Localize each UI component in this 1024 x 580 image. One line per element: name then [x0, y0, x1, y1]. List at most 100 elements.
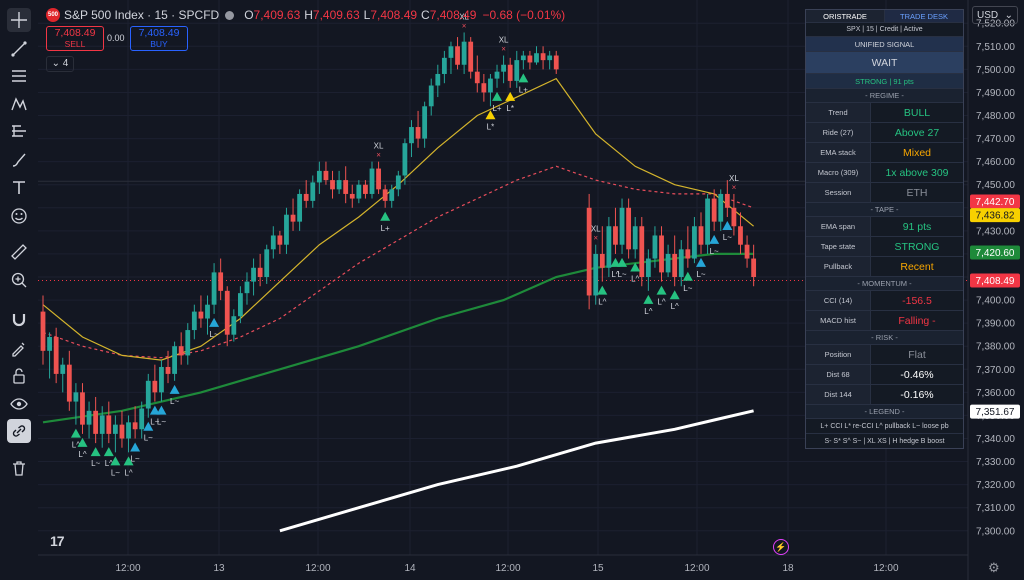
signal-label: L^: [631, 275, 639, 284]
trash-icon[interactable]: [7, 456, 31, 480]
symbol-title[interactable]: S&P 500 Index · 15 · SPCFD: [64, 8, 220, 22]
spread-value: 0.00: [107, 33, 125, 43]
metric-value: -156.5: [902, 294, 932, 307]
signal-triangle-marker: [90, 447, 101, 457]
candle-body: [389, 189, 395, 201]
price-tag-label: 7,408.49: [976, 276, 1015, 287]
signal-triangle-marker: [110, 456, 121, 466]
candle-body: [705, 198, 710, 245]
eye-icon[interactable]: [7, 392, 31, 416]
tab-oristrade[interactable]: ORISTRADE: [806, 10, 885, 22]
panel-section-header: - REGIME -: [806, 88, 963, 102]
metric-label: EMA stack: [806, 143, 871, 162]
panel-section-header: - TAPE -: [806, 202, 963, 216]
candle-body: [507, 64, 513, 81]
candle-body: [47, 336, 52, 351]
y-tick-label: 7,430.00: [976, 226, 1015, 237]
candle-body: [224, 290, 230, 335]
candle-body: [461, 41, 467, 65]
open-value: 7,409.63: [253, 8, 301, 22]
signal-triangle-marker: [505, 91, 516, 101]
measure-lines-icon[interactable]: [7, 120, 31, 144]
metric-value: ETH: [906, 186, 928, 199]
signal-triangle-marker: [617, 257, 628, 267]
candle-body: [698, 226, 704, 245]
candle-body: [349, 193, 355, 199]
ruler-icon[interactable]: [7, 240, 31, 264]
signal-value: WAIT: [806, 52, 963, 73]
fib-icon[interactable]: [7, 64, 31, 88]
metric-label: Macro (309): [806, 163, 871, 182]
candle-body: [685, 249, 691, 259]
candle-body: [53, 336, 59, 374]
gear-icon[interactable]: ⚙: [988, 560, 1000, 575]
metric-label: Dist 144: [806, 385, 871, 404]
panel-metric-row: Macro (309) 1x above 309: [806, 162, 963, 182]
panel-section-header: - MOMENTUM -: [806, 276, 963, 290]
metric-value: 91 pts: [902, 220, 932, 233]
brush-icon[interactable]: [7, 148, 31, 172]
link-icon[interactable]: [7, 419, 31, 443]
candle-body: [619, 207, 625, 245]
tab-trade-desk[interactable]: TRADE DESK: [885, 10, 963, 22]
y-tick-label: 7,480.00: [976, 111, 1015, 122]
buy-button[interactable]: 7,408.49 BUY: [130, 26, 188, 51]
price-tag: [970, 245, 1020, 260]
panel-metric-row: Position Flat: [806, 344, 963, 364]
candle-body: [66, 364, 72, 402]
candle-body: [297, 193, 303, 222]
pattern-icon[interactable]: [7, 92, 31, 116]
signal-label: L^: [124, 468, 132, 477]
exit-long-label: XL: [729, 174, 739, 183]
signal-triangle-marker: [518, 73, 529, 83]
signal-label: L~: [617, 270, 626, 279]
sell-button[interactable]: 7,408.49 SELL: [46, 26, 104, 51]
indicators-toggle[interactable]: ⌄ 4: [46, 56, 74, 72]
signal-strength: STRONG | 91 pts: [806, 74, 963, 88]
candle-body: [428, 85, 434, 107]
panel-metric-row: MACD hist Falling -: [806, 310, 963, 330]
change-value: −0.68 (−0.01%): [482, 8, 566, 22]
signal-triangle-marker: [169, 384, 180, 394]
candle-body: [382, 189, 388, 201]
trend-line-icon[interactable]: [7, 37, 31, 61]
signal-title-row: UNIFIED SIGNAL: [806, 36, 963, 51]
metric-label: Position: [806, 345, 871, 364]
candle-body: [718, 193, 724, 222]
candle-body: [356, 184, 362, 199]
lock-draw-icon[interactable]: [7, 336, 31, 360]
emoji-icon[interactable]: [7, 204, 31, 228]
candle-body: [645, 258, 651, 277]
candle-body: [330, 180, 335, 190]
panel-metric-row: Pullback Recent: [806, 256, 963, 276]
metric-label: CCI (14): [806, 291, 871, 310]
candle-body: [106, 415, 112, 434]
candle-body: [744, 244, 750, 259]
metric-label: Pullback: [806, 257, 871, 276]
candle-body: [692, 226, 697, 259]
panel-tabs: ORISTRADE TRADE DESK: [806, 10, 963, 22]
crosshair-icon[interactable]: [7, 8, 31, 32]
y-tick-label: 7,380.00: [976, 342, 1015, 353]
lock-icon[interactable]: [7, 364, 31, 388]
signal-triangle-marker: [656, 285, 667, 295]
candle-body: [724, 193, 730, 208]
tradingview-logo-icon[interactable]: 17: [50, 533, 65, 549]
zoom-icon[interactable]: [7, 268, 31, 292]
signal-label: L*: [506, 104, 514, 113]
bolt-icon[interactable]: ⚡: [773, 539, 789, 555]
text-icon[interactable]: [7, 176, 31, 200]
metric-value: BULL: [903, 106, 931, 119]
candle-body: [639, 226, 645, 277]
magnet-icon[interactable]: [7, 308, 31, 332]
candle-body: [481, 83, 487, 93]
price-tag-label: 7,436.82: [976, 211, 1015, 222]
candle-body: [665, 253, 671, 273]
signal-label: L^: [611, 270, 619, 279]
buy-price: 7,408.49: [138, 27, 180, 39]
candle-body: [369, 168, 375, 194]
x-tick-label: 13: [213, 563, 225, 574]
currency-select[interactable]: USD ⌄: [972, 6, 1018, 24]
panel-metric-row: Session ETH: [806, 182, 963, 202]
signal-label: L~: [723, 233, 732, 242]
